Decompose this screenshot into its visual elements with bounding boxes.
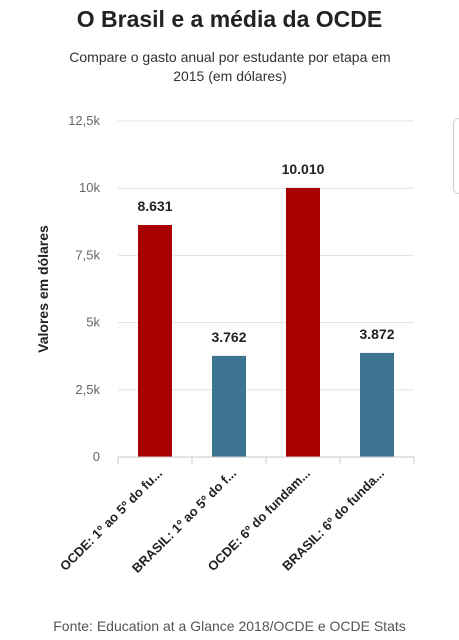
- chart-subtitle: Compare o gasto anual por estudante por …: [30, 48, 430, 86]
- data-label: 3.872: [359, 326, 394, 342]
- y-tick-label: 12,5k: [68, 113, 100, 128]
- y-axis-label: Valores em dólares: [35, 225, 51, 353]
- y-tick-label: 0: [93, 449, 100, 464]
- bar[interactable]: [360, 352, 394, 457]
- source-note: Fonte: Education at a Glance 2018/OCDE e…: [53, 618, 406, 634]
- data-label: 3.762: [211, 329, 246, 345]
- bar[interactable]: [286, 187, 320, 457]
- y-axis-ticks: 0 2,5k 5k 7,5k 10k 12,5k: [68, 113, 100, 464]
- chart-title: O Brasil e a média da OCDE: [76, 6, 383, 32]
- data-labels: 8.631 3.762 10.010 3.872: [137, 161, 394, 345]
- x-axis-ticks: OCDE: 1º ao 5º do fu...BRASIL: 1º ao 5º …: [57, 457, 415, 576]
- chart-subtitle-line-2: 2015 (em dólares): [173, 68, 287, 84]
- data-label: 8.631: [137, 198, 172, 214]
- data-label: 10.010: [282, 161, 325, 177]
- y-tick-label: 10k: [79, 180, 100, 195]
- bar[interactable]: [138, 224, 172, 457]
- bars: [138, 187, 394, 457]
- y-tick-label: 5k: [86, 315, 100, 330]
- y-tick-label: 7,5k: [75, 247, 100, 262]
- chart-subtitle-line-1: Compare o gasto anual por estudante por …: [69, 49, 391, 65]
- bar[interactable]: [212, 355, 246, 457]
- y-tick-label: 2,5k: [75, 382, 100, 397]
- scroll-handle[interactable]: [453, 118, 459, 194]
